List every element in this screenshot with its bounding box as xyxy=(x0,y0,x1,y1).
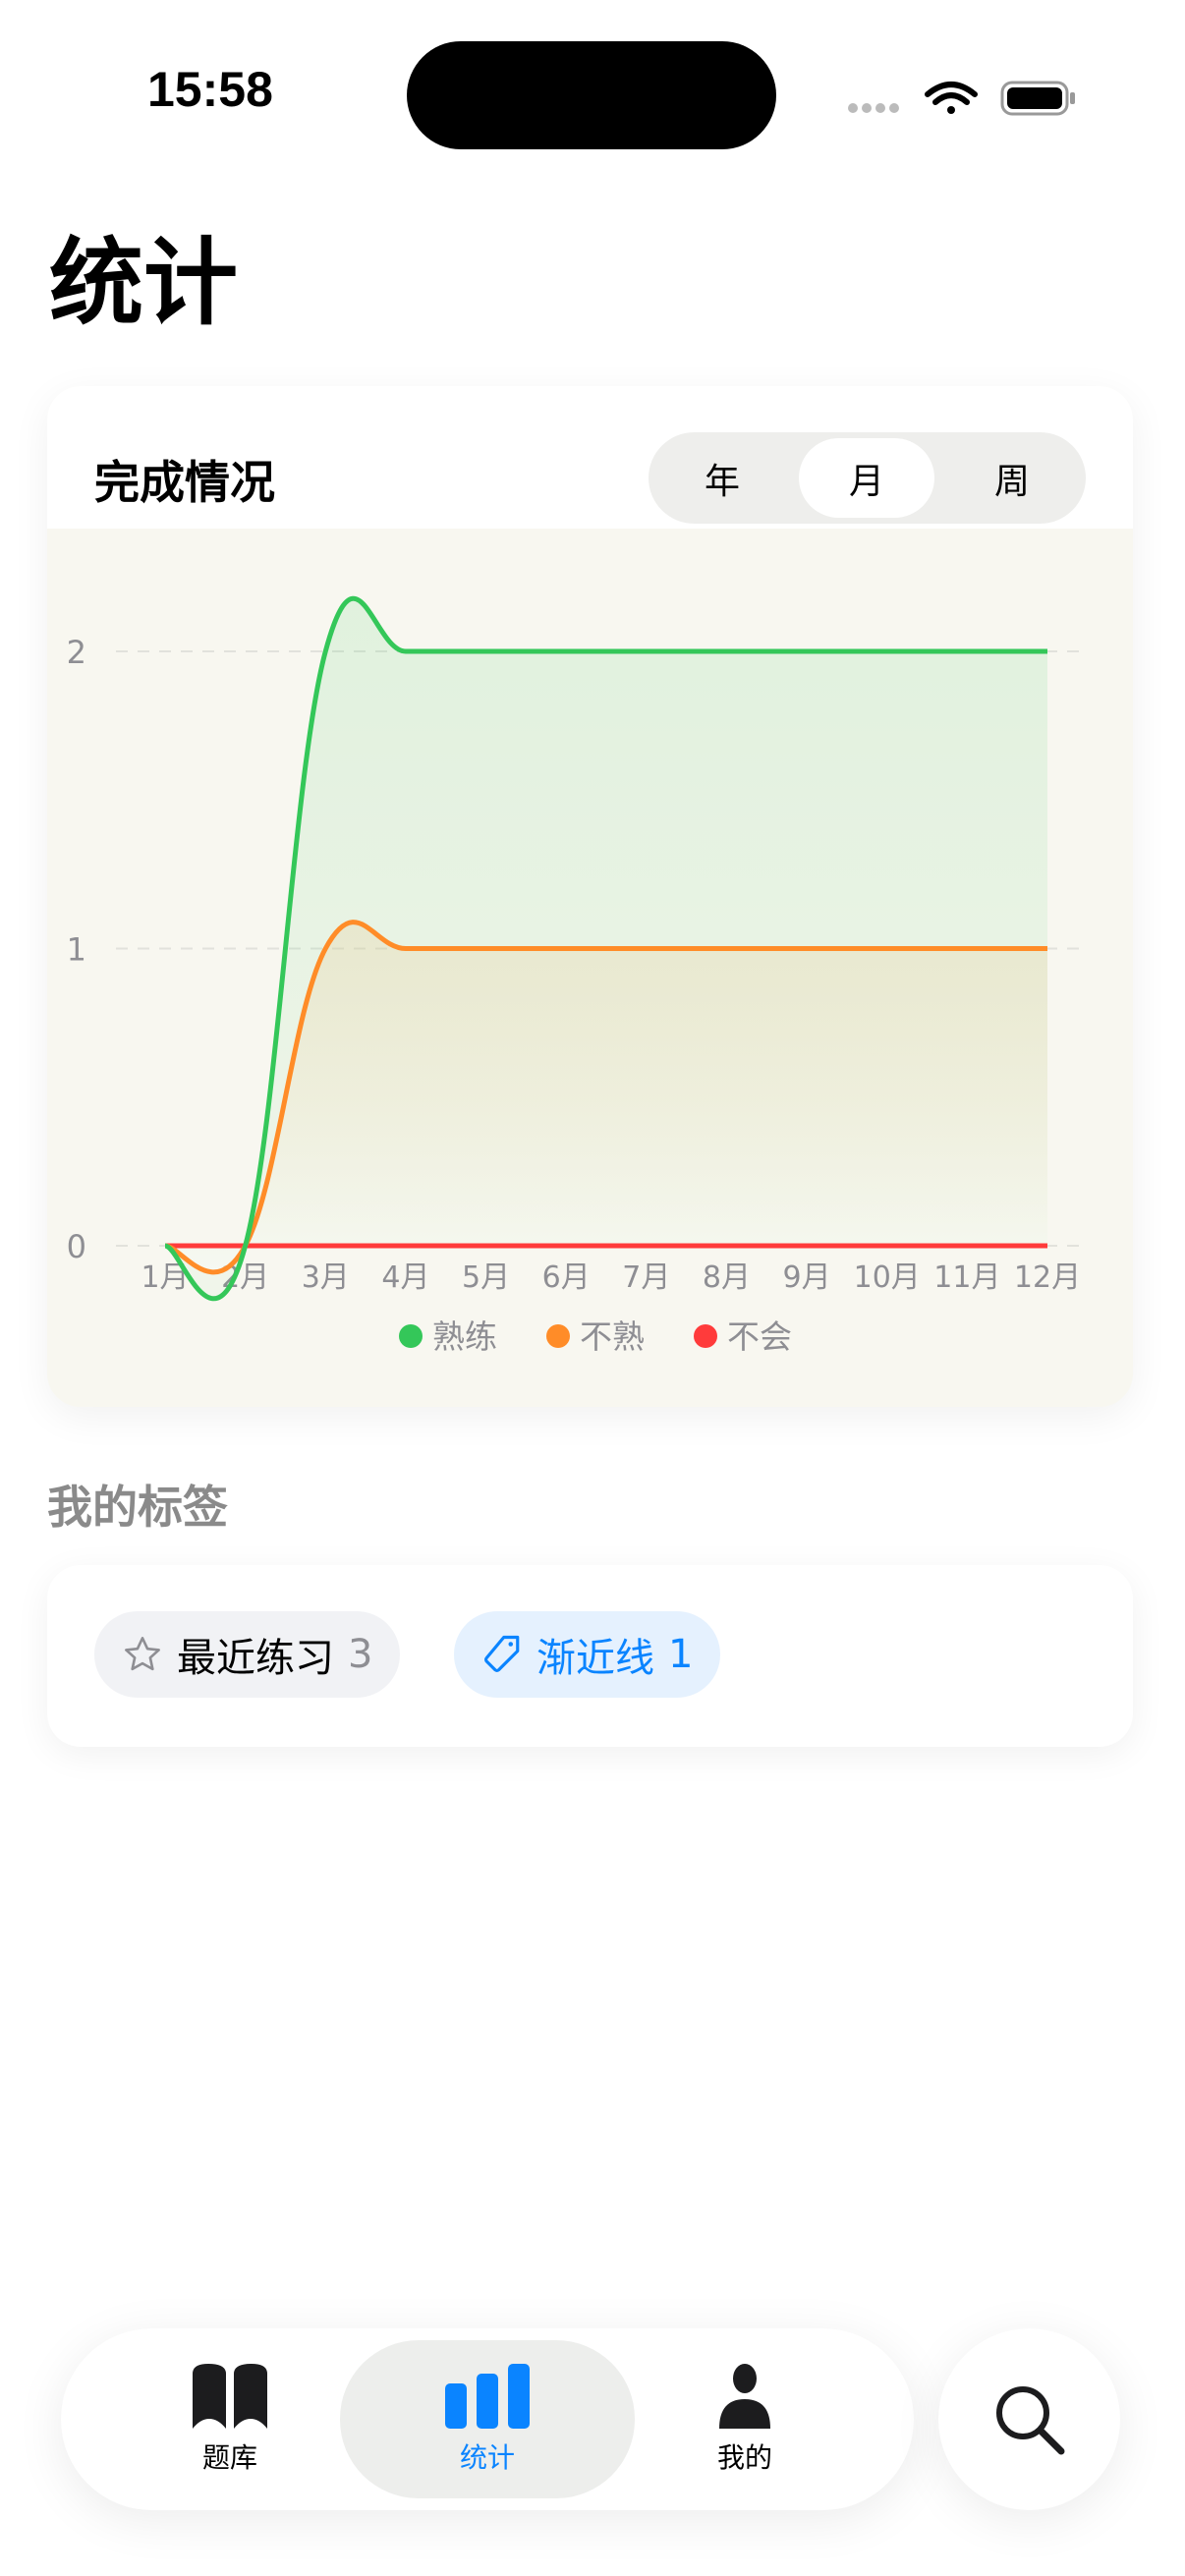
x-tick-label: 8月 xyxy=(703,1260,751,1295)
bar-chart-icon xyxy=(445,2363,530,2429)
tab-me[interactable]: 我的 xyxy=(597,2340,892,2498)
tab-label: 统计 xyxy=(459,2440,515,2474)
tags-card: 最近练习 3 渐近线 1 xyxy=(47,1565,1133,1747)
search-button[interactable] xyxy=(938,2328,1120,2510)
x-tick-label: 9月 xyxy=(783,1260,831,1295)
tab-bar: 题库 统计 我的 xyxy=(61,2328,914,2510)
card-header: 完成情况 年 月 周 xyxy=(47,386,1133,529)
x-tick-label: 3月 xyxy=(302,1260,350,1295)
star-icon xyxy=(125,1637,160,1671)
legend-label: 熟练 xyxy=(432,1317,497,1356)
legend-marker xyxy=(546,1324,570,1348)
legend-marker xyxy=(694,1324,717,1348)
wifi-icon xyxy=(925,82,978,114)
area-不熟 xyxy=(165,922,1047,1272)
series-line xyxy=(164,920,1047,1275)
tag-asymptote[interactable]: 渐近线 1 xyxy=(454,1611,721,1698)
segment-month[interactable]: 月 xyxy=(799,438,934,518)
tag-recent-practice[interactable]: 最近练习 3 xyxy=(94,1611,401,1698)
tags-section-title: 我的标签 xyxy=(47,1481,228,1534)
page-title: 统计 xyxy=(49,228,238,338)
tag-label: 渐近线 xyxy=(536,1636,654,1681)
legend-label: 不会 xyxy=(727,1317,792,1356)
legend-label: 不熟 xyxy=(580,1317,645,1356)
x-tick-label: 4月 xyxy=(381,1260,429,1295)
status-icons xyxy=(848,81,1075,116)
y-tick-label: 2 xyxy=(67,634,86,671)
tag-icon xyxy=(484,1635,520,1672)
period-segmented-control: 年 月 周 xyxy=(649,432,1086,524)
legend-marker xyxy=(399,1324,423,1348)
battery-icon xyxy=(1000,81,1075,116)
status-time: 15:58 xyxy=(147,62,273,117)
x-tick-label: 11月 xyxy=(933,1260,1000,1295)
search-icon xyxy=(995,2385,1064,2454)
segment-year[interactable]: 年 xyxy=(704,461,740,502)
x-tick-label: 10月 xyxy=(854,1260,921,1295)
x-tick-label: 12月 xyxy=(1014,1260,1081,1295)
tab-question-bank[interactable]: 题库 xyxy=(83,2340,377,2498)
y-tick-label: 0 xyxy=(67,1228,86,1265)
segment-week[interactable]: 周 xyxy=(993,461,1030,502)
dynamic-island xyxy=(407,41,776,149)
card-title: 完成情况 xyxy=(94,456,275,509)
person-icon xyxy=(719,2363,770,2429)
tab-label: 题库 xyxy=(201,2440,257,2474)
tag-count: 1 xyxy=(668,1632,694,1677)
tag-label: 最近练习 xyxy=(177,1636,334,1681)
completion-card: 完成情况 年 月 周 0 1 2 1月 2月 3月 4月 5月 6月 7月 8月 9月 10月 11月 12… xyxy=(47,386,1133,1407)
tab-label: 我的 xyxy=(716,2440,772,2474)
book-icon xyxy=(193,2363,267,2429)
x-tick-label: 7月 xyxy=(622,1260,670,1295)
y-tick-label: 1 xyxy=(67,931,86,969)
series-line xyxy=(164,595,1047,1302)
signal-icon xyxy=(848,103,899,113)
tab-statistics[interactable]: 统计 xyxy=(340,2340,635,2498)
x-tick-label: 6月 xyxy=(542,1260,591,1295)
x-tick-label: 5月 xyxy=(462,1260,510,1295)
tag-count: 3 xyxy=(348,1632,373,1677)
